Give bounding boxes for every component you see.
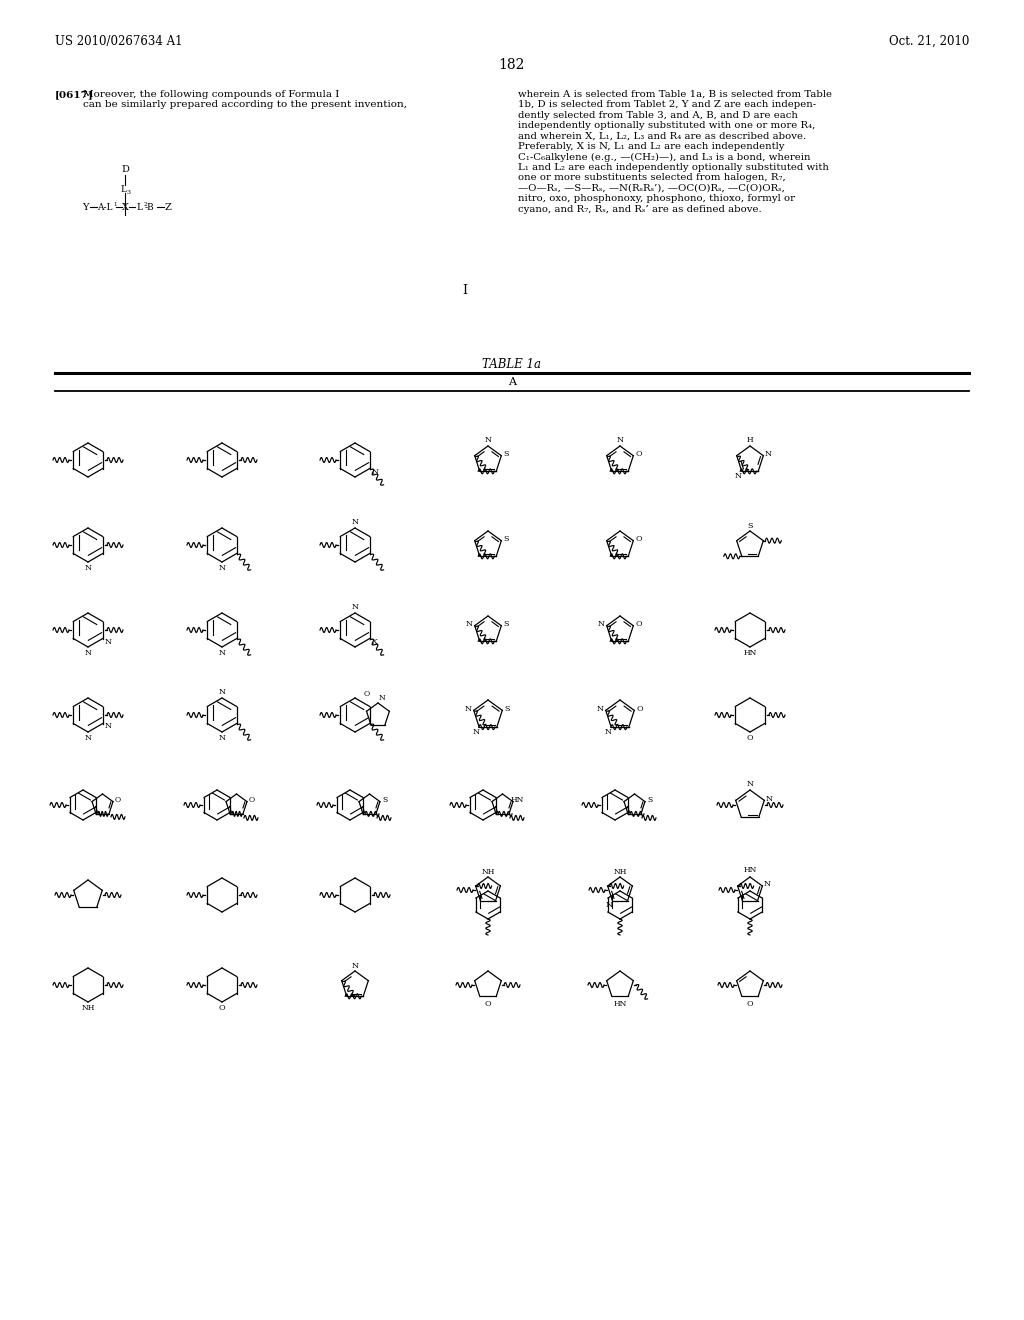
- Text: HN: HN: [613, 1001, 627, 1008]
- Text: Oct. 21, 2010: Oct. 21, 2010: [889, 36, 969, 48]
- Text: I: I: [463, 284, 468, 297]
- Text: N: N: [218, 734, 225, 742]
- Text: NH: NH: [613, 869, 627, 876]
- Text: H: H: [746, 436, 754, 444]
- Text: S: S: [505, 705, 510, 713]
- Text: S: S: [504, 535, 509, 543]
- Text: Z: Z: [165, 202, 171, 211]
- Text: A-L: A-L: [97, 202, 113, 211]
- Text: O: O: [635, 450, 642, 458]
- Text: N: N: [466, 620, 473, 628]
- Text: HN: HN: [511, 796, 524, 804]
- Text: N: N: [746, 780, 754, 788]
- Text: S: S: [504, 450, 509, 458]
- Text: N: N: [766, 795, 773, 803]
- Text: TABLE 1a: TABLE 1a: [482, 358, 542, 371]
- Text: L: L: [136, 202, 142, 211]
- Text: A: A: [508, 378, 516, 387]
- Text: wherein A is selected from Table 1a, B is selected from Table
1b, D is selected : wherein A is selected from Table 1a, B i…: [518, 90, 831, 214]
- Text: N: N: [484, 437, 492, 445]
- Text: N: N: [85, 564, 91, 572]
- Text: X: X: [372, 638, 378, 645]
- Text: N: N: [351, 517, 358, 525]
- Text: N: N: [765, 450, 772, 458]
- Text: HN: HN: [743, 649, 757, 657]
- Text: N: N: [764, 880, 771, 888]
- Text: N: N: [218, 564, 225, 572]
- Text: US 2010/0267634 A1: US 2010/0267634 A1: [55, 36, 182, 48]
- Text: N: N: [605, 902, 612, 909]
- Text: N: N: [472, 727, 479, 735]
- Text: N: N: [104, 638, 112, 645]
- Text: -B: -B: [144, 202, 154, 211]
- Text: Moreover, the following compounds of Formula I
can be similarly prepared accordi: Moreover, the following compounds of For…: [83, 90, 407, 110]
- Text: N: N: [616, 437, 624, 445]
- Text: O: O: [635, 620, 642, 628]
- Text: N: N: [218, 649, 225, 657]
- Text: O: O: [636, 705, 643, 713]
- Text: N: N: [604, 727, 611, 735]
- Text: 2: 2: [143, 202, 146, 206]
- Text: O: O: [746, 1001, 754, 1008]
- Text: N: N: [351, 603, 358, 611]
- Text: O: O: [115, 796, 121, 804]
- Text: [0617]: [0617]: [55, 90, 94, 99]
- Text: N: N: [85, 734, 91, 742]
- Text: 182: 182: [499, 58, 525, 73]
- Text: 3: 3: [126, 190, 130, 194]
- Text: N: N: [597, 705, 604, 713]
- Text: HN: HN: [743, 866, 757, 874]
- Text: 1: 1: [114, 202, 117, 206]
- Text: D: D: [121, 165, 129, 174]
- Text: NH: NH: [81, 1005, 94, 1012]
- Text: N: N: [598, 620, 605, 628]
- Text: N: N: [85, 649, 91, 657]
- Text: S: S: [382, 796, 387, 804]
- Text: L: L: [120, 185, 126, 194]
- Text: NH: NH: [481, 869, 495, 876]
- Text: N: N: [351, 961, 358, 969]
- Text: S: S: [504, 620, 509, 628]
- Text: O: O: [746, 734, 754, 742]
- Text: N: N: [218, 688, 225, 696]
- Text: O: O: [484, 1001, 492, 1008]
- Text: S: S: [647, 796, 652, 804]
- Text: O: O: [364, 690, 370, 698]
- Text: S: S: [748, 521, 753, 529]
- Text: N: N: [465, 705, 472, 713]
- Text: X: X: [122, 202, 128, 211]
- Text: N: N: [372, 467, 379, 475]
- Text: Y: Y: [82, 202, 88, 211]
- Text: O: O: [219, 1005, 225, 1012]
- Text: O: O: [249, 796, 255, 804]
- Text: O: O: [635, 535, 642, 543]
- Text: N: N: [379, 694, 386, 702]
- Text: N: N: [735, 471, 742, 479]
- Text: N: N: [104, 722, 112, 730]
